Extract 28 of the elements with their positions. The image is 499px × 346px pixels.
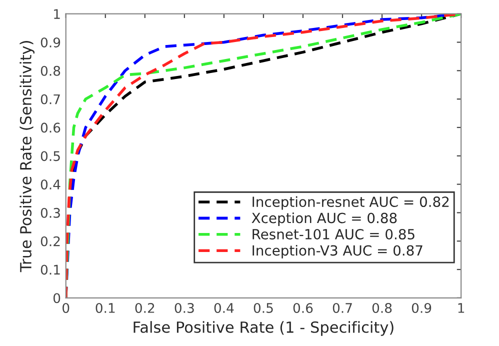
y-tick-label: 1	[54, 9, 60, 19]
x-tick-label: 0.4	[214, 303, 234, 313]
x-tick-label: 0.3	[174, 303, 194, 313]
y-tick-label: 0.6	[40, 122, 60, 133]
y-tick-label: 0	[53, 293, 60, 304]
legend-label: Xception AUC = 0.88	[252, 212, 397, 226]
x-tick-label: 0.6	[293, 303, 313, 313]
x-tick-label: 0.7	[332, 303, 352, 313]
y-tick-label: 0.8	[40, 66, 60, 76]
y-tick-label: 0.9	[40, 37, 60, 48]
x-tick-label: 1	[458, 303, 464, 313]
x-tick-label: 0.5	[254, 303, 273, 313]
legend-label: Resnet-101 AUC = 0.85	[252, 228, 414, 240]
y-tick-label: 0.1	[40, 264, 60, 275]
y-tick-label: 0.3	[40, 208, 60, 218]
y-tick-label: 0.7	[40, 94, 60, 104]
x-tick-label: 0.8	[372, 303, 392, 313]
legend-label: Inception-V3 AUC = 0.87	[252, 244, 422, 258]
y-axis-title: True Positive Rate (Sensitivity)	[20, 40, 34, 272]
y-tick-label: 0.5	[40, 151, 60, 162]
x-tick-label: 0.2	[135, 303, 154, 313]
x-tick-label: 0	[62, 303, 70, 313]
x-axis-title: False Positive Rate (1 - Specificity)	[134, 321, 394, 336]
y-tick-label: 0.4	[40, 180, 60, 190]
legend-label: Inception-resnet AUC = 0.82	[252, 196, 449, 210]
x-tick-label: 0.1	[96, 303, 115, 313]
x-tick-label: 0.9	[412, 303, 432, 313]
y-tick-label: 0.2	[40, 236, 60, 246]
